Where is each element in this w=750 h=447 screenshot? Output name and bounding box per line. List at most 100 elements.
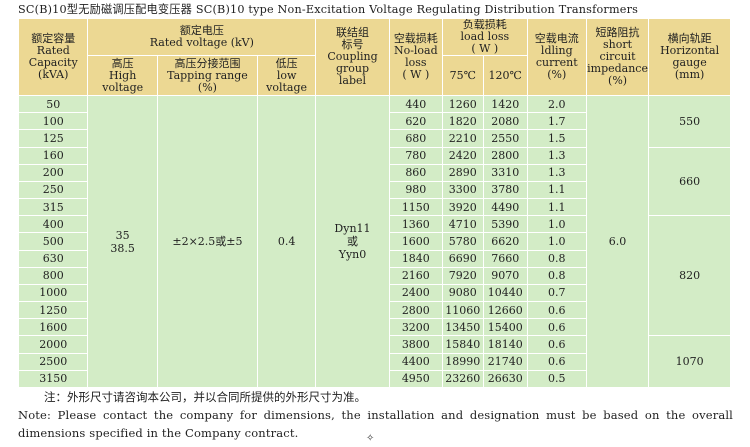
capacity-cell: 2500	[17, 352, 89, 371]
load-loss-120-cell: 7660	[482, 249, 528, 268]
load-loss-75-cell: 9080	[441, 283, 484, 303]
idling-current-cell: 1.0	[526, 232, 587, 251]
load-loss-75-cell: 18990	[441, 352, 484, 371]
low-voltage-header: 低压 low voltage	[256, 55, 317, 96]
load-loss-75-cell: 2210	[441, 129, 484, 148]
capacity-cell: 400	[17, 215, 89, 234]
load-loss-75-cell: 11060	[441, 301, 484, 320]
load-loss-120-cell: 10440	[482, 283, 528, 303]
capacity-cell: 800	[17, 266, 89, 285]
capacity-cell: 1600	[17, 318, 89, 337]
load-loss-75-cell: 13450	[441, 318, 484, 337]
table-header: 额定容量 Rated Capacity (kVA) 额定电压 Rated voltage…	[17, 18, 731, 96]
table-row: 50 35 38.5 ±2×2.5或±5 0.4 Dyn11 或 Yyn0 440 1260 142…	[17, 94, 731, 388]
load-loss-120-cell: 6620	[482, 232, 528, 251]
note-chinese: 注：外形尺寸请咨询本公司，并以合同所提供的外形尺寸为准。	[44, 390, 366, 404]
table-row: 800 2160 7920 9070 0.8	[17, 266, 731, 285]
idling-current-cell: 1.7	[526, 112, 587, 131]
load-loss-75-cell: 5780	[441, 232, 484, 251]
table-row: 1000 2400 9080 10440 0.7	[17, 283, 731, 303]
load-loss-120-cell: 26630	[482, 369, 528, 389]
horizontal-gauge-cell: 550	[648, 95, 731, 148]
idling-current-cell: 1.3	[526, 146, 587, 165]
no-load-loss-cell: 4400	[388, 352, 443, 371]
table-row: 125 680 2210 2550 1.5	[17, 129, 731, 148]
table-row: 1250 2800 11060 12660 0.6	[17, 301, 731, 320]
idling-current-cell: 0.6	[526, 335, 587, 354]
no-load-loss-header: 空载损耗 No-load loss( W )	[388, 18, 443, 96]
load-loss-75-cell: 15840	[441, 335, 484, 354]
rated-voltage-header: 额定电压 Rated voltage (kV)	[87, 18, 317, 56]
capacity-cell: 50	[17, 94, 89, 114]
load-loss-120-cell: 1420	[482, 94, 528, 114]
table-row: 1600 3200 13450 15400 0.6	[17, 318, 731, 337]
capacity-cell: 500	[17, 232, 89, 251]
load-loss-120-cell: 2800	[482, 146, 528, 165]
table-body: 50 35 38.5 ±2×2.5或±5 0.4 Dyn11 或 Yyn0 440 1260 142…	[17, 94, 731, 389]
note-english: Note: Please contact the company for dim…	[18, 408, 733, 440]
capacity-cell: 315	[17, 198, 89, 217]
load-loss-75-cell: 2890	[441, 163, 484, 182]
low-voltage-cell: 0.4	[256, 95, 317, 388]
idling-current-cell: 2.0	[526, 94, 587, 114]
idling-current-cell: 1.0	[526, 215, 587, 234]
load-loss-120-cell: 2550	[482, 129, 528, 148]
no-load-loss-cell: 1360	[388, 215, 443, 234]
load-loss-120-cell: 12660	[482, 301, 528, 320]
load-loss-75-cell: 1820	[441, 112, 484, 131]
capacity-cell: 630	[17, 249, 89, 268]
load-loss-75-header: 75℃	[441, 55, 484, 96]
load-loss-120-cell: 15400	[482, 318, 528, 337]
cursor-icon: ✧	[366, 433, 375, 444]
load-loss-120-cell: 18140	[482, 335, 528, 354]
no-load-loss-cell: 3200	[388, 318, 443, 337]
table-row: 160 780 2420 2800 1.3 660	[17, 146, 731, 217]
load-loss-120-cell: 9070	[482, 266, 528, 285]
capacity-cell: 1000	[17, 283, 89, 303]
horizontal-gauge-cell: 820	[648, 215, 731, 337]
load-loss-75-cell: 2420	[441, 146, 484, 165]
no-load-loss-cell: 680	[388, 129, 443, 148]
idling-current-cell: 1.1	[526, 180, 587, 200]
table-row: 500 1600 5780 6620 1.0	[17, 232, 731, 251]
idling-current-header: 空载电流 ldling current (%)	[526, 18, 587, 96]
capacity-cell: 160	[17, 146, 89, 165]
capacity-cell: 2000	[17, 335, 89, 354]
no-load-loss-cell: 860	[388, 163, 443, 182]
idling-current-cell: 0.6	[526, 352, 587, 371]
load-loss-120-cell: 4490	[482, 198, 528, 217]
load-loss-75-cell: 3300	[441, 180, 484, 200]
capacity-cell: 100	[17, 112, 89, 131]
table-row: 2500 4400 18990 21740 0.6	[17, 352, 731, 371]
no-load-loss-cell: 2160	[388, 266, 443, 285]
table-row: 100 620 1820 2080 1.7	[17, 112, 731, 131]
table-row: 3150 4950 23260 26630 0.5	[17, 369, 731, 389]
idling-current-cell: 0.6	[526, 318, 587, 337]
no-load-loss-cell: 780	[388, 146, 443, 165]
idling-current-cell: 0.5	[526, 369, 587, 389]
no-load-loss-cell: 2400	[388, 283, 443, 303]
idling-current-cell: 0.8	[526, 266, 587, 285]
no-load-loss-cell: 3800	[388, 335, 443, 354]
idling-current-cell: 0.7	[526, 283, 587, 303]
horizontal-gauge-cell: 660	[648, 146, 731, 217]
no-load-loss-cell: 2800	[388, 301, 443, 320]
table-row: 630 1840 6690 7660 0.8	[17, 249, 731, 268]
coupling-cell: Dyn11 或 Yyn0	[315, 95, 390, 388]
tapping-range-cell: ±2×2.5或±5	[156, 95, 259, 388]
load-loss-75-cell: 3920	[441, 198, 484, 217]
capacity-cell: 1250	[17, 301, 89, 320]
rated-capacity-header: 额定容量 Rated Capacity (kVA)	[17, 18, 89, 96]
idling-current-cell: 0.6	[526, 301, 587, 320]
table-row: 2000 3800 15840 18140 0.6 1070	[17, 335, 731, 388]
load-loss-120-cell: 5390	[482, 215, 528, 234]
load-loss-120-cell: 21740	[482, 352, 528, 371]
horizontal-gauge-header: 横向轨距 Horizontal gauge (mm)	[648, 18, 731, 96]
high-voltage-cell: 35 38.5	[87, 95, 158, 388]
load-loss-120-cell: 2080	[482, 112, 528, 131]
load-loss-75-cell: 6690	[441, 249, 484, 268]
coupling-header: 联结组 标号 Coupling group label	[315, 18, 390, 96]
idling-current-cell: 1.1	[526, 198, 587, 217]
load-loss-75-cell: 23260	[441, 369, 484, 389]
idling-current-cell: 1.5	[526, 129, 587, 148]
